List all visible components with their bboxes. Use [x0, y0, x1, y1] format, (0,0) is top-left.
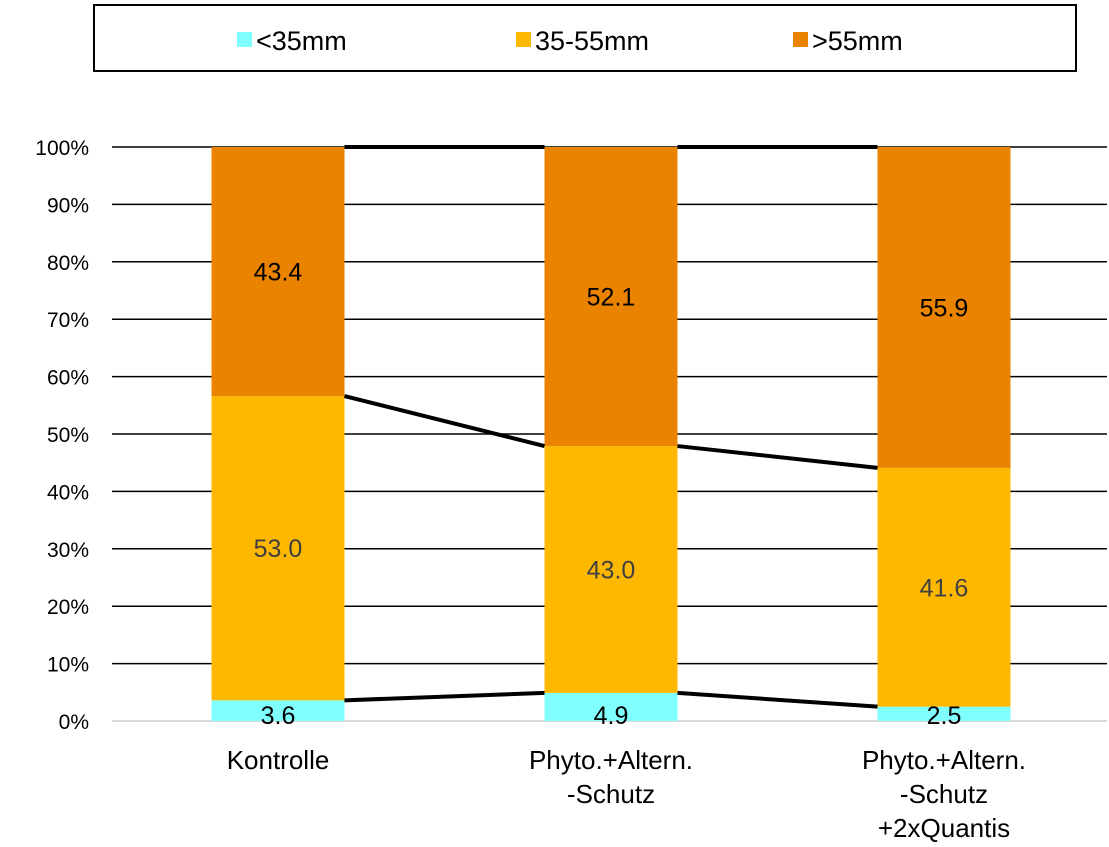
legend-label-1: <35mm	[256, 26, 347, 56]
category-label-2-1: Phyto.+Altern.	[529, 745, 693, 775]
bars	[211, 147, 1011, 721]
legend-label-2: 35-55mm	[535, 26, 649, 56]
legend-box	[93, 4, 1077, 72]
data-label-1-1: 3.6	[261, 702, 296, 730]
category-label-2-2: -Schutz	[567, 779, 655, 809]
connector-1-2	[677, 690, 878, 709]
legend-swatch-1	[237, 32, 252, 47]
bar-2-1	[211, 396, 345, 701]
data-label-2-3: 41.6	[920, 574, 969, 602]
y-tick-label-10: 100%	[35, 137, 89, 160]
y-tick-label-6: 60%	[47, 367, 89, 390]
bar-2-3	[877, 467, 1011, 707]
data-label-3-2: 52.1	[587, 284, 636, 312]
y-axis: 0% 10% 20% 30% 40% 50% 60% 70% 80% 90% 100%	[35, 137, 89, 734]
y-tick-label-1: 10%	[47, 654, 89, 677]
data-labels: 3.6 53.0 43.4 4.9 43.0 52.1 2.5 41.6 55.9	[254, 259, 969, 730]
y-tick-label-8: 80%	[47, 252, 89, 275]
category-label-3-3: +2xQuantis	[878, 813, 1010, 843]
bar-1-1	[211, 700, 345, 721]
data-label-1-2: 4.9	[594, 702, 629, 730]
y-tick-label-0: 0%	[59, 711, 89, 734]
legend-swatch-3	[793, 32, 808, 47]
category-label-1-1: Kontrolle	[227, 745, 330, 775]
y-tick-label-7: 70%	[47, 309, 89, 332]
category-label-3-1: Phyto.+Altern.	[862, 745, 1026, 775]
data-label-3-1: 43.4	[254, 259, 303, 287]
y-tick-label-2: 20%	[47, 596, 89, 619]
bar-1-2	[544, 692, 678, 721]
data-label-2-2: 43.0	[587, 556, 636, 584]
bar-3-3	[877, 147, 1011, 468]
legend: <35mm 35-55mm >55mm	[93, 4, 1077, 72]
y-tick-label-3: 30%	[47, 539, 89, 562]
bar-1-3	[877, 706, 1011, 721]
y-tick-label-5: 50%	[47, 424, 89, 447]
data-label-3-3: 55.9	[920, 294, 969, 322]
connector-2-2	[677, 444, 878, 470]
x-axis: Kontrolle Phyto.+Altern. -Schutz Phyto.+Alt…	[227, 745, 1026, 843]
legend-label-3: >55mm	[812, 26, 903, 56]
series-connectors	[344, 145, 878, 709]
y-tick-label-9: 90%	[47, 194, 89, 217]
category-label-3-2: -Schutz	[900, 779, 988, 809]
bar-3-2	[544, 147, 678, 447]
bar-2-2	[544, 446, 678, 693]
connector-1-1	[344, 690, 545, 703]
data-label-1-3: 2.5	[927, 702, 962, 730]
data-label-2-1: 53.0	[254, 535, 303, 563]
bar-3-1	[211, 147, 345, 397]
legend-swatch-2	[516, 32, 531, 47]
connector-2-1	[344, 394, 545, 448]
y-tick-label-4: 40%	[47, 481, 89, 504]
